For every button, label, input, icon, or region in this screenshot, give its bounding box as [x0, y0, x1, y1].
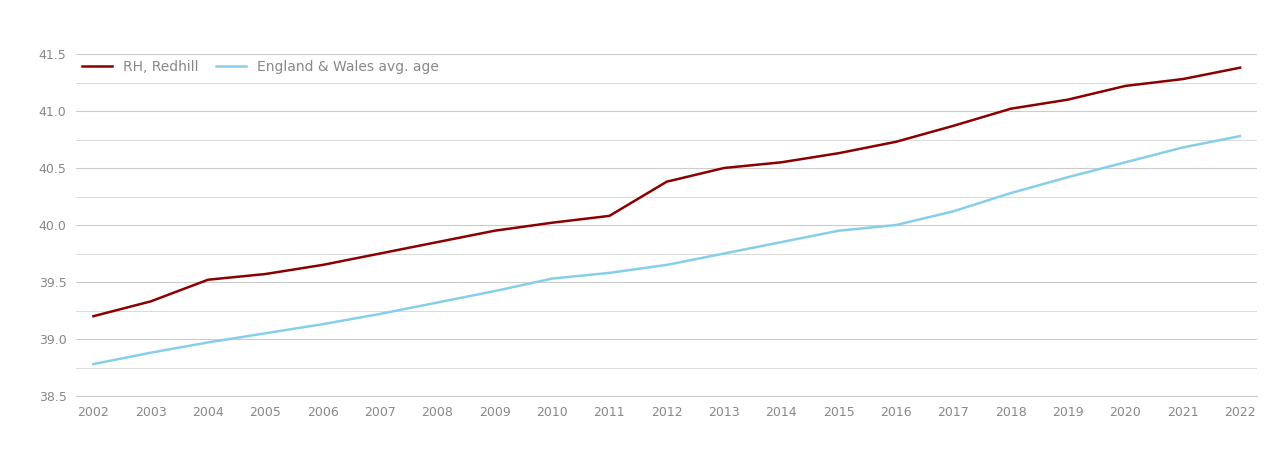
England & Wales avg. age [258, 331, 273, 336]
England & Wales avg. age [144, 350, 159, 356]
RH, Redhill [1003, 106, 1019, 112]
England & Wales avg. age [1060, 175, 1076, 180]
RH, Redhill [659, 179, 674, 184]
RH, Redhill [602, 213, 617, 219]
RH, Redhill [258, 271, 273, 277]
England & Wales avg. age [372, 311, 387, 317]
RH, Redhill [946, 123, 961, 129]
England & Wales avg. age [86, 361, 102, 367]
England & Wales avg. age [545, 276, 560, 281]
Line: RH, Redhill: RH, Redhill [94, 68, 1240, 316]
RH, Redhill [1060, 97, 1076, 102]
England & Wales avg. age [889, 222, 904, 228]
RH, Redhill [429, 239, 444, 245]
RH, Redhill [372, 251, 387, 256]
England & Wales avg. age [1175, 145, 1190, 150]
RH, Redhill [201, 277, 216, 283]
England & Wales avg. age [602, 270, 617, 275]
RH, Redhill [1175, 76, 1190, 82]
RH, Redhill [86, 314, 102, 319]
England & Wales avg. age [946, 209, 961, 214]
England & Wales avg. age [1232, 133, 1247, 139]
RH, Redhill [545, 220, 560, 225]
RH, Redhill [831, 150, 846, 156]
RH, Redhill [1118, 83, 1133, 89]
Legend: RH, Redhill, England & Wales avg. age: RH, Redhill, England & Wales avg. age [76, 54, 444, 79]
RH, Redhill [716, 165, 732, 171]
RH, Redhill [889, 139, 904, 144]
England & Wales avg. age [716, 251, 732, 256]
England & Wales avg. age [1118, 160, 1133, 165]
England & Wales avg. age [773, 239, 789, 245]
RH, Redhill [315, 262, 330, 268]
England & Wales avg. age [315, 321, 330, 327]
RH, Redhill [773, 160, 789, 165]
England & Wales avg. age [831, 228, 846, 234]
England & Wales avg. age [659, 262, 674, 268]
England & Wales avg. age [1003, 190, 1019, 196]
RH, Redhill [1232, 65, 1247, 70]
England & Wales avg. age [488, 288, 503, 294]
RH, Redhill [144, 299, 159, 304]
England & Wales avg. age [429, 300, 444, 305]
England & Wales avg. age [201, 340, 216, 345]
Line: England & Wales avg. age: England & Wales avg. age [94, 136, 1240, 364]
RH, Redhill [488, 228, 503, 234]
